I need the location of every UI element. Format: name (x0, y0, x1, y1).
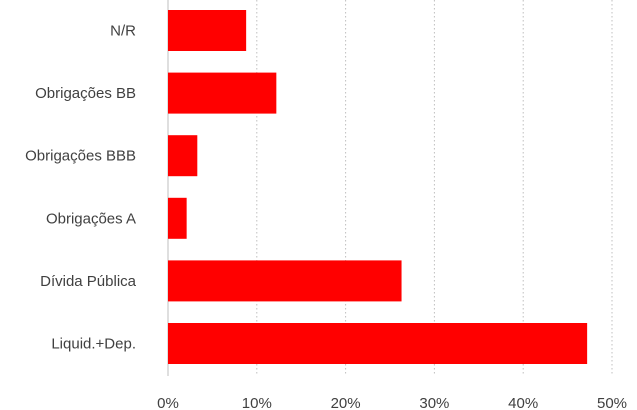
x-tick-label: 20% (331, 395, 361, 410)
x-axis-tick-labels: 0% 10% 20% 30% 40% 50% (157, 395, 627, 410)
category-label: Obrigações A (46, 210, 136, 227)
gridlines (167, 0, 613, 376)
bar (168, 10, 247, 51)
x-tick-label: 30% (419, 395, 449, 410)
category-label: Liquid.+Dep. (51, 336, 136, 353)
bar (168, 135, 198, 177)
bar (168, 260, 402, 302)
bars (168, 10, 588, 364)
category-label: Dívida Pública (40, 273, 137, 290)
bar (168, 72, 277, 114)
category-label: N/R (110, 23, 136, 40)
bar (168, 323, 588, 364)
bar (168, 197, 187, 239)
category-label: Obrigações BB (35, 85, 136, 102)
x-tick-label: 50% (597, 395, 627, 410)
x-tick-label: 10% (242, 395, 272, 410)
x-tick-label: 40% (508, 395, 538, 410)
x-tick-label: 0% (157, 395, 179, 410)
category-labels: N/R Obrigações BB Obrigações BBB Obrigações… (25, 23, 137, 353)
category-label: Obrigações BBB (25, 148, 136, 165)
